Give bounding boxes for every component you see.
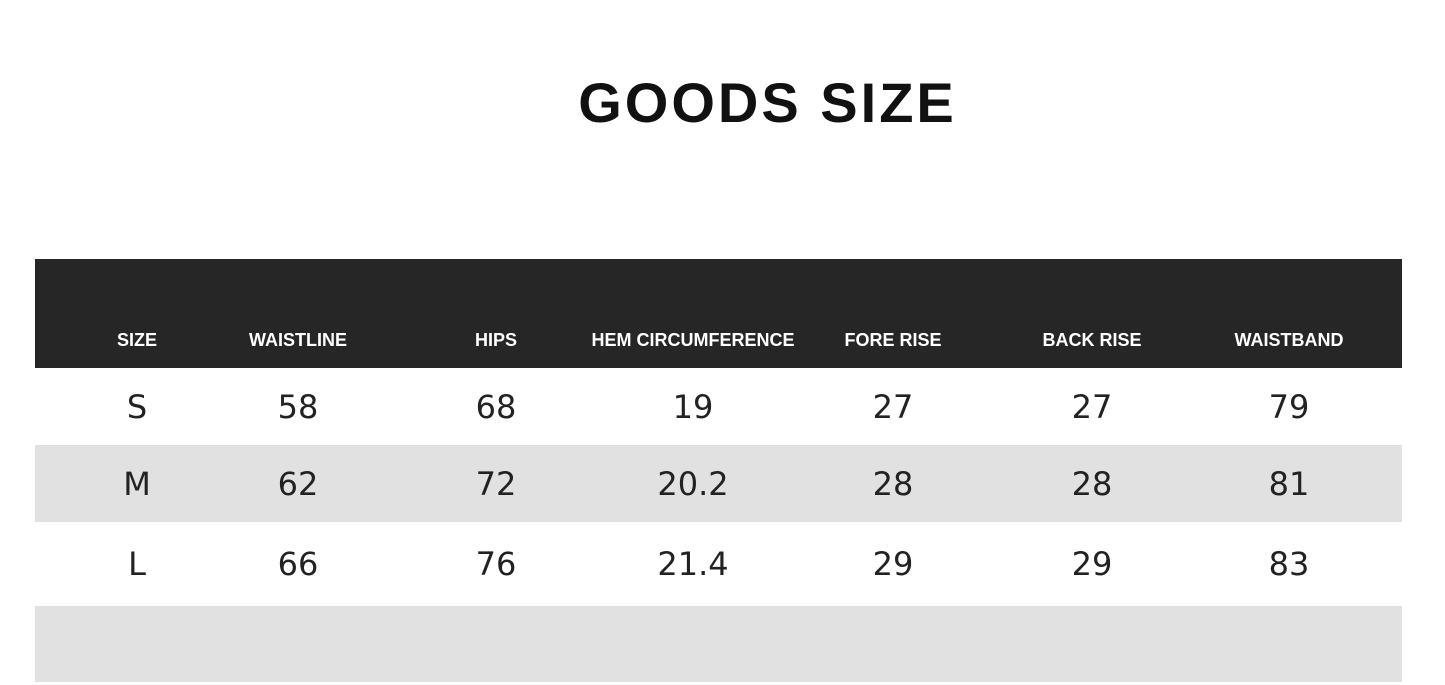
table-cell: 27 (1071, 387, 1113, 426)
table-row: L 66 76 21.4 29 29 83 (35, 522, 1402, 606)
table-cell: S (126, 387, 148, 426)
column-header: HIPS (474, 330, 518, 350)
table-cell: 62 (277, 464, 319, 503)
table-cell: 66 (277, 545, 319, 583)
table-cell: 81 (1268, 464, 1310, 503)
table-cell: M (123, 464, 151, 503)
table-cell: 28 (872, 464, 914, 503)
table-cell: 21.4 (657, 545, 729, 583)
table-row (35, 606, 1402, 682)
table-cell: 58 (277, 387, 319, 426)
column-header: SIZE (116, 330, 158, 350)
table-header: SIZE WAISTLINE HIPS HEM CIRCUMFERENCE FORE R… (35, 259, 1402, 368)
table-cell: 83 (1268, 545, 1310, 583)
table-cell: 79 (1268, 387, 1310, 426)
table-cell: 28 (1071, 464, 1113, 503)
column-header: BACK RISE (1042, 330, 1142, 350)
table-row: S 58 68 19 27 27 79 (35, 368, 1402, 445)
table-row: M 62 72 20.2 28 28 81 (35, 445, 1402, 522)
column-header: FORE RISE (844, 330, 942, 350)
table-cell: 20.2 (657, 464, 729, 503)
table-cell: 29 (872, 545, 914, 583)
table-cell: 76 (475, 545, 517, 583)
table-cell: 72 (475, 464, 517, 503)
column-header: HEM CIRCUMFERENCE (591, 330, 795, 350)
title: GOODS SIZE (578, 71, 957, 134)
table-cell: 27 (872, 387, 914, 426)
column-header: WAISTLINE (249, 330, 347, 350)
table-cell: 68 (475, 387, 517, 426)
column-header: WAISTBAND (1234, 330, 1344, 350)
table-cell: 19 (672, 387, 714, 426)
table-cell: L (128, 545, 146, 583)
table-cell: 29 (1071, 545, 1113, 583)
